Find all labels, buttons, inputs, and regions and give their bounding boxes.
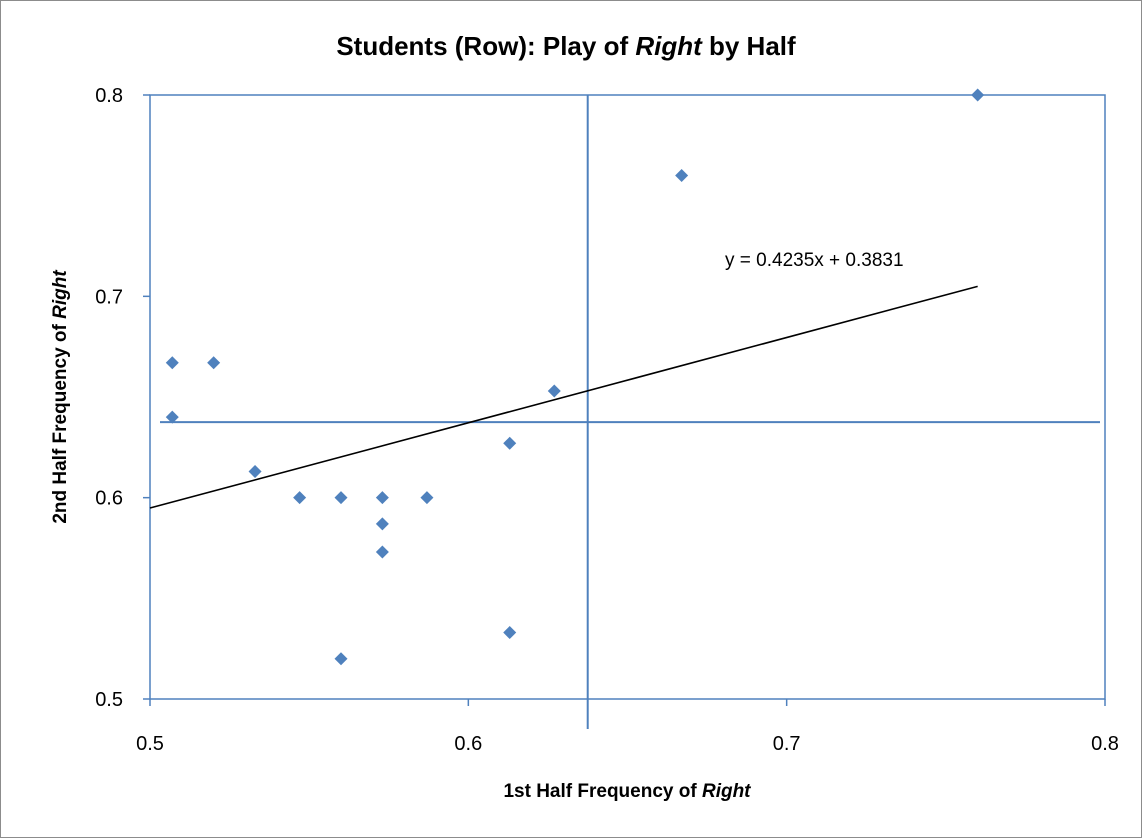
data-point [547,384,561,398]
data-point [165,410,179,424]
y-tick-label: 0.7 [95,286,123,308]
data-point [334,491,348,505]
data-point [375,517,389,531]
y-tick-label: 0.5 [95,689,123,711]
chart-title-pre: Students (Row): Play of [336,31,635,61]
x-axis-title-em: Right [702,781,751,802]
data-point [293,491,307,505]
data-point [248,464,262,478]
data-point [375,545,389,559]
chart-title: Students (Row): Play of Right by Half [336,31,796,61]
x-tick-label: 0.7 [773,733,801,755]
data-point [503,436,517,450]
data-point [675,169,689,183]
data-point [503,626,517,640]
data-points [165,88,985,666]
y-tick-label: 0.8 [95,85,123,107]
data-point [207,356,221,370]
x-tick-label: 0.8 [1091,733,1119,755]
y-tick-label: 0.6 [95,488,123,510]
data-point [971,88,985,102]
chart-title-em: Right [635,31,703,61]
chart-title-post: by Half [702,31,796,61]
x-axis-title: 1st Half Frequency of Right [503,781,751,802]
y-axis-title-em: Right [50,270,71,319]
data-point [165,356,179,370]
y-axis-ticks: 0.5 0.6 0.7 0.8 [95,85,150,711]
trendline-equation: y = 0.4235x + 0.3831 [725,250,904,271]
data-point [420,491,434,505]
x-axis-title-pre: 1st Half Frequency of [503,781,702,802]
x-tick-label: 0.5 [136,733,164,755]
y-axis-title: 2nd Half Frequency of Right [50,270,71,524]
x-tick-label: 0.6 [454,733,482,755]
y-axis-title-pre: 2nd Half Frequency of [50,319,71,524]
plot-area [149,94,1106,700]
x-axis-ticks: 0.5 0.6 0.7 0.8 [136,699,1119,755]
data-point [334,652,348,666]
trendline [149,285,978,509]
data-point [375,491,389,505]
